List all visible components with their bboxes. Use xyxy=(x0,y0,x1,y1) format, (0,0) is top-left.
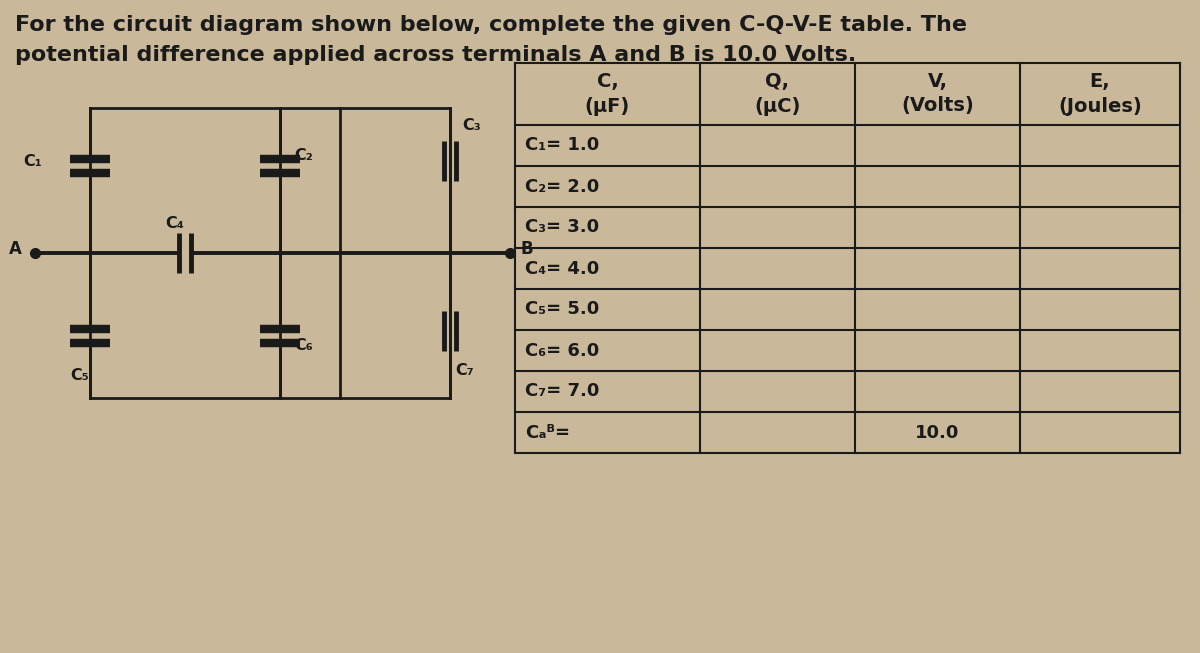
Text: C₃= 3.0: C₃= 3.0 xyxy=(526,219,599,236)
Text: 10.0: 10.0 xyxy=(916,424,960,441)
Text: C₆= 6.0: C₆= 6.0 xyxy=(526,342,599,360)
Text: C₇: C₇ xyxy=(455,363,474,378)
Text: Cₐᴮ=: Cₐᴮ= xyxy=(526,424,570,441)
Text: V,: V, xyxy=(928,72,948,91)
Text: C,: C, xyxy=(596,72,618,91)
Text: B: B xyxy=(520,240,533,258)
Text: C₂= 2.0: C₂= 2.0 xyxy=(526,178,599,195)
Text: C₃: C₃ xyxy=(462,118,481,133)
Text: (Volts): (Volts) xyxy=(901,97,974,116)
Text: E,: E, xyxy=(1090,72,1110,91)
Text: Q,: Q, xyxy=(766,72,790,91)
Text: C₇= 7.0: C₇= 7.0 xyxy=(526,383,599,400)
Text: C₄= 4.0: C₄= 4.0 xyxy=(526,259,599,278)
Text: C₁= 1.0: C₁= 1.0 xyxy=(526,136,599,155)
Text: potential difference applied across terminals A and B is 10.0 Volts.: potential difference applied across term… xyxy=(14,45,857,65)
Text: C₄: C₄ xyxy=(166,216,185,231)
Text: (μF): (μF) xyxy=(584,97,630,116)
Text: C₆: C₆ xyxy=(294,338,313,353)
Text: (μC): (μC) xyxy=(755,97,800,116)
Text: A: A xyxy=(10,240,22,258)
Text: C₅: C₅ xyxy=(71,368,89,383)
Text: C₁: C₁ xyxy=(23,155,42,170)
Text: For the circuit diagram shown below, complete the given C-Q-V-E table. The: For the circuit diagram shown below, com… xyxy=(14,15,967,35)
Text: C₂: C₂ xyxy=(294,148,313,163)
Text: C₅= 5.0: C₅= 5.0 xyxy=(526,300,599,319)
Text: (Joules): (Joules) xyxy=(1058,97,1142,116)
